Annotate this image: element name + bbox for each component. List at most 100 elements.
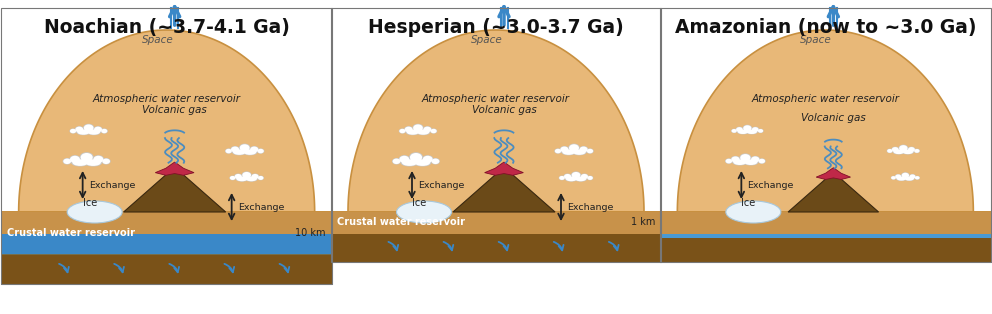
Polygon shape — [330, 30, 662, 212]
Ellipse shape — [894, 149, 904, 154]
Bar — [1, 254, 332, 284]
Ellipse shape — [571, 172, 580, 178]
Ellipse shape — [565, 176, 577, 181]
Text: 1 km: 1 km — [631, 217, 656, 227]
Ellipse shape — [731, 129, 737, 133]
Ellipse shape — [242, 149, 258, 155]
Ellipse shape — [736, 127, 743, 132]
Ellipse shape — [404, 126, 414, 133]
Ellipse shape — [69, 128, 76, 134]
Ellipse shape — [93, 156, 103, 163]
Bar — [845, 212, 991, 230]
Ellipse shape — [915, 176, 920, 180]
Ellipse shape — [899, 145, 908, 151]
Polygon shape — [485, 162, 524, 175]
Ellipse shape — [558, 176, 565, 180]
Ellipse shape — [570, 171, 581, 179]
Ellipse shape — [87, 129, 100, 135]
Ellipse shape — [914, 149, 920, 153]
Ellipse shape — [430, 128, 437, 134]
Ellipse shape — [402, 159, 418, 166]
Ellipse shape — [392, 158, 401, 165]
Ellipse shape — [559, 146, 569, 153]
Ellipse shape — [240, 144, 250, 151]
Bar — [660, 232, 991, 263]
Ellipse shape — [93, 126, 103, 133]
Ellipse shape — [67, 201, 122, 223]
Ellipse shape — [62, 158, 71, 165]
Polygon shape — [453, 166, 556, 212]
Bar — [660, 212, 991, 234]
Ellipse shape — [908, 147, 915, 152]
Ellipse shape — [731, 129, 737, 133]
Ellipse shape — [257, 149, 265, 154]
Ellipse shape — [752, 127, 759, 132]
Ellipse shape — [580, 174, 588, 180]
Ellipse shape — [241, 171, 252, 179]
Ellipse shape — [587, 176, 593, 180]
Ellipse shape — [415, 159, 431, 166]
Ellipse shape — [555, 149, 561, 153]
Polygon shape — [124, 166, 226, 212]
Ellipse shape — [257, 176, 264, 180]
Ellipse shape — [235, 174, 242, 179]
Ellipse shape — [252, 174, 259, 179]
Ellipse shape — [258, 176, 264, 180]
Ellipse shape — [413, 124, 424, 132]
Polygon shape — [1, 30, 332, 212]
Ellipse shape — [902, 149, 915, 154]
Ellipse shape — [895, 174, 902, 179]
Text: Atmospheric water reservoir: Atmospheric water reservoir — [422, 94, 570, 104]
Ellipse shape — [232, 149, 247, 155]
Ellipse shape — [72, 159, 88, 166]
Ellipse shape — [431, 129, 436, 133]
Ellipse shape — [751, 156, 760, 162]
Ellipse shape — [731, 156, 740, 162]
Ellipse shape — [414, 159, 432, 166]
Ellipse shape — [399, 128, 406, 134]
Ellipse shape — [70, 156, 80, 163]
Ellipse shape — [407, 129, 419, 135]
Bar — [1, 8, 332, 284]
Text: Atmospheric water reservoir: Atmospheric water reservoir — [92, 94, 241, 104]
Ellipse shape — [896, 176, 907, 181]
Ellipse shape — [80, 153, 92, 162]
Ellipse shape — [892, 147, 899, 152]
Ellipse shape — [726, 201, 781, 223]
Ellipse shape — [405, 127, 413, 133]
Ellipse shape — [225, 149, 232, 153]
Ellipse shape — [423, 126, 433, 133]
Ellipse shape — [568, 143, 580, 152]
Text: Noachian (~3.7-4.1 Ga): Noachian (~3.7-4.1 Ga) — [44, 18, 290, 37]
Text: Ice: Ice — [82, 198, 97, 208]
Ellipse shape — [899, 144, 909, 152]
Ellipse shape — [743, 159, 759, 165]
Ellipse shape — [242, 172, 251, 178]
Ellipse shape — [915, 176, 920, 180]
Ellipse shape — [102, 159, 110, 164]
Ellipse shape — [563, 174, 571, 180]
Ellipse shape — [758, 129, 763, 133]
Ellipse shape — [750, 156, 760, 163]
Ellipse shape — [758, 129, 764, 133]
Ellipse shape — [575, 176, 586, 181]
Bar — [1, 212, 332, 254]
Ellipse shape — [571, 149, 587, 155]
Ellipse shape — [910, 174, 916, 179]
Ellipse shape — [578, 146, 588, 153]
Ellipse shape — [424, 127, 432, 133]
Ellipse shape — [743, 125, 752, 131]
Ellipse shape — [422, 155, 434, 164]
Ellipse shape — [245, 176, 258, 182]
Ellipse shape — [69, 155, 80, 164]
Ellipse shape — [393, 159, 401, 164]
Ellipse shape — [258, 149, 264, 153]
Bar — [660, 212, 991, 238]
Ellipse shape — [410, 153, 422, 162]
Ellipse shape — [725, 159, 732, 164]
Ellipse shape — [581, 174, 588, 179]
Ellipse shape — [564, 174, 571, 179]
Ellipse shape — [400, 129, 406, 133]
Ellipse shape — [902, 173, 909, 178]
Ellipse shape — [759, 159, 765, 164]
